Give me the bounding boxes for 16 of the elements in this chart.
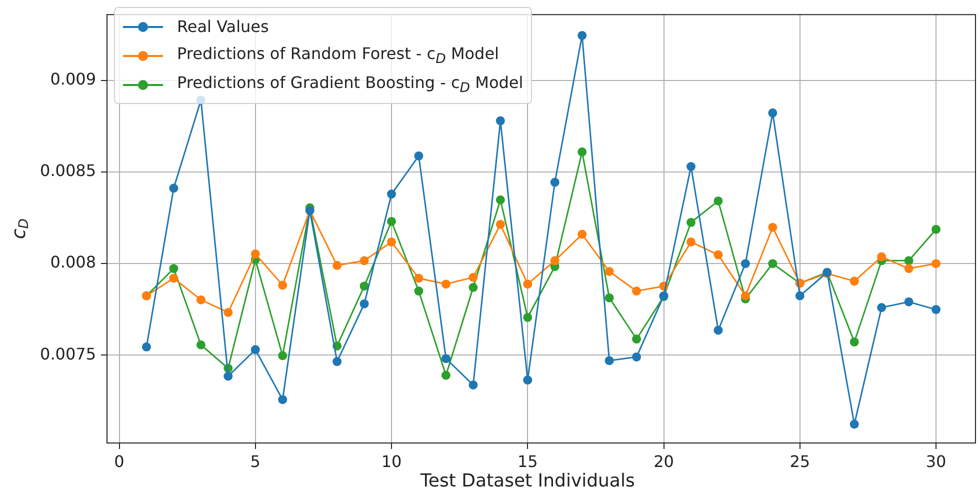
x-tick-label: 25 [790,452,810,471]
legend-label: Predictions of Gradient Boosting - c$_{D}$ Model [177,72,524,96]
x-tick-label: 15 [517,452,538,471]
legend-label: Real Values [177,17,269,36]
x-tick-label: 0 [114,452,124,471]
y-tick-label: 0.009 [50,70,96,89]
x-tick-label: 10 [381,452,402,471]
x-tick-label: 20 [654,452,674,471]
x-axis-title: Test Dataset Individuals [419,470,635,492]
y-tick-label: 0.0075 [40,344,96,364]
x-tick-label: 5 [250,452,260,471]
y-axis-title: cD [8,218,32,240]
legend-label: Predictions of Random Forest - c$_{D}$ Model [177,44,499,68]
y-tick-label: 0.008 [50,252,96,272]
x-tick-label: 30 [926,452,946,471]
y-tick-label: 0.0085 [40,161,96,180]
